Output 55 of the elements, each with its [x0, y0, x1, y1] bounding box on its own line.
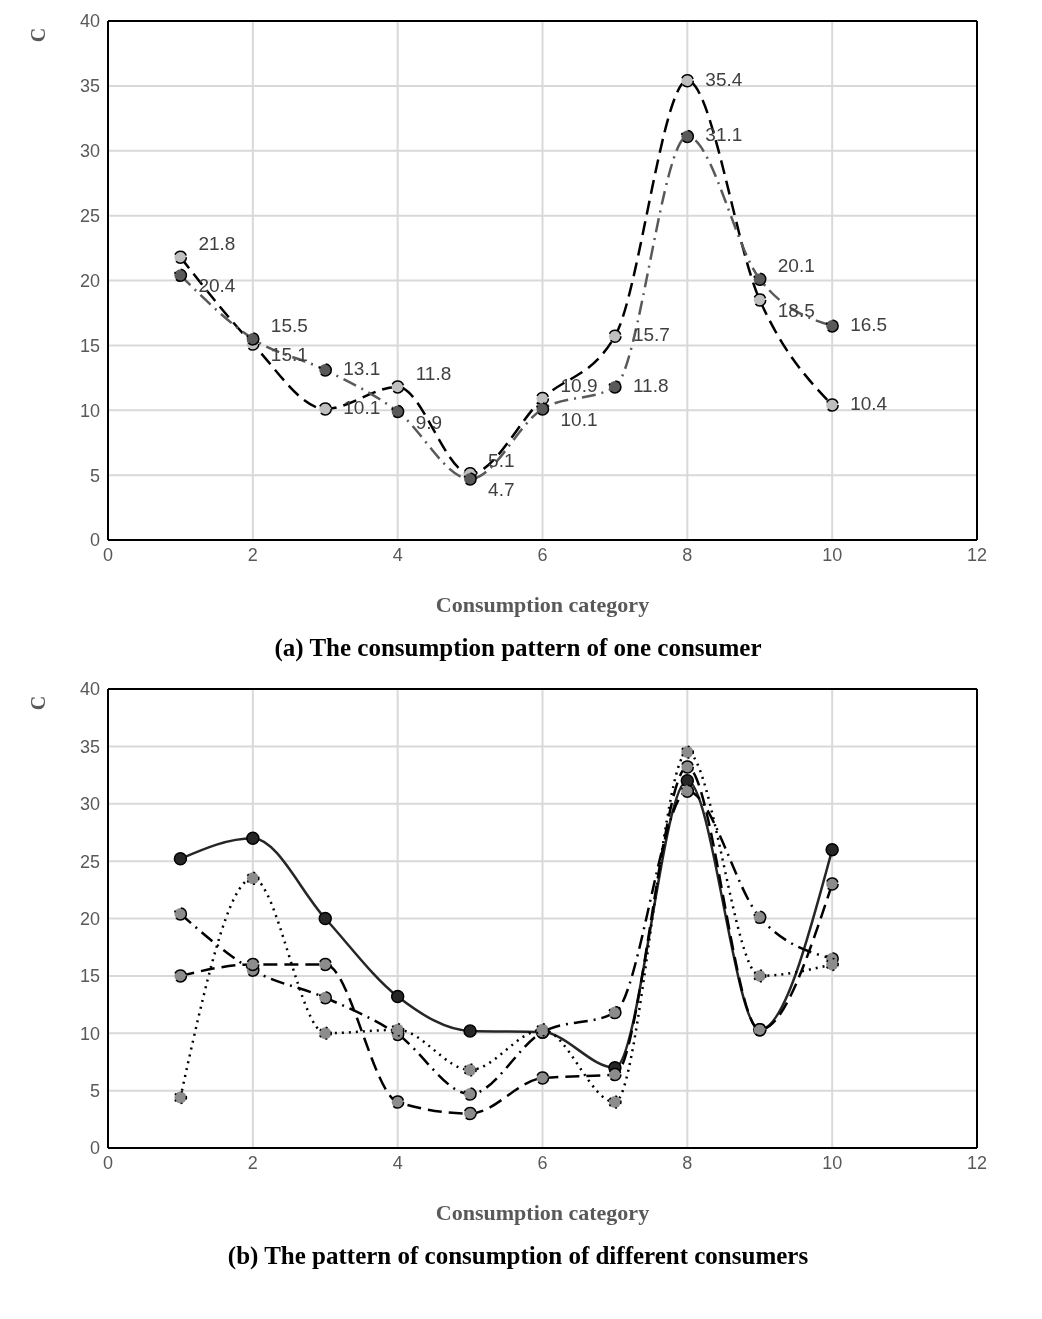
text: (b) The pattern of consumption of different consumers: [226, 1242, 810, 1270]
x-tick-label: 8: [682, 1152, 693, 1173]
data-label: 11.8: [632, 374, 669, 396]
data-label: 20.1: [777, 255, 815, 277]
y-tick-label: 25: [79, 206, 100, 227]
y-tick-label: 0: [89, 530, 100, 551]
y-axis-title: C: [26, 27, 49, 43]
y-tick-label: 10: [79, 400, 100, 421]
y-tick-label: 15: [79, 335, 100, 356]
y-tick-label: 30: [79, 141, 100, 162]
data-label: 20.4: [198, 275, 236, 297]
x-tick-label: 2: [247, 544, 258, 565]
y-tick-label: 40: [79, 11, 100, 32]
data-label: 4.7: [488, 479, 515, 501]
data-label: 10.9: [560, 374, 598, 396]
y-tick-label: 15: [79, 966, 100, 987]
y-tick-label: 35: [79, 76, 100, 97]
x-tick-label: 6: [537, 1152, 548, 1173]
data-label: 10.1: [560, 408, 598, 430]
y-tick-label: 10: [79, 1023, 100, 1044]
text: (a) The consumption pattern of one consumer: [273, 634, 763, 662]
data-label: 18.5: [777, 299, 815, 321]
x-tick-label: 0: [102, 544, 114, 565]
x-tick-label: 4: [392, 544, 403, 565]
data-label: 16.5: [850, 313, 888, 335]
y-tick-label: 20: [79, 908, 100, 929]
data-label: 21.8: [198, 233, 236, 255]
x-tick-label: 6: [537, 544, 548, 565]
data-label: 10.4: [850, 393, 888, 415]
data-label: 35.4: [705, 68, 743, 90]
y-tick-label: 20: [79, 270, 100, 291]
data-label: 10.1: [343, 396, 381, 418]
data-label: 15.5: [270, 314, 308, 336]
x-tick-label: 12: [966, 1152, 988, 1173]
x-axis-title: Consumption category: [435, 1200, 650, 1225]
y-tick-label: 25: [79, 851, 100, 872]
x-tick-label: 8: [682, 544, 693, 565]
data-label: 9.9: [415, 411, 443, 433]
x-tick-label: 2: [247, 1152, 258, 1173]
x-tick-label: 10: [822, 544, 843, 565]
y-tick-label: 5: [89, 465, 100, 486]
data-label: 31.1: [705, 124, 743, 146]
x-tick-label: 10: [822, 1152, 843, 1173]
x-axis-title: Consumption category: [435, 592, 650, 617]
x-tick-label: 12: [966, 544, 988, 565]
y-tick-label: 0: [89, 1138, 100, 1159]
y-tick-label: 5: [89, 1081, 100, 1102]
y-tick-label: 35: [79, 736, 100, 757]
data-label: 11.8: [415, 362, 452, 384]
y-tick-label: 30: [79, 794, 100, 815]
x-tick-label: 4: [392, 1152, 403, 1173]
x-tick-label: 0: [102, 1152, 114, 1173]
data-label: 13.1: [343, 358, 381, 380]
y-axis-title: C: [26, 695, 49, 711]
y-tick-label: 40: [79, 679, 100, 700]
